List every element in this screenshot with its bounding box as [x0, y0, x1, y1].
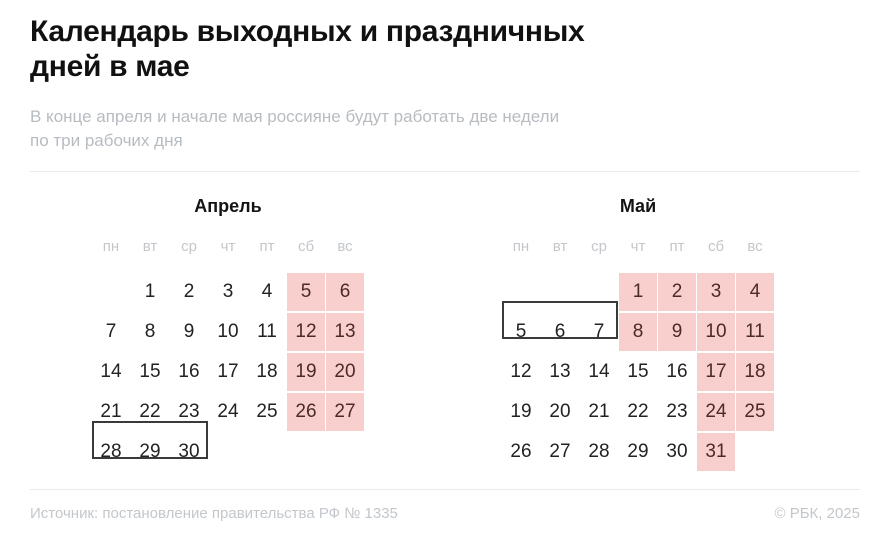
day-cell-апрель-23: 23	[178, 401, 200, 422]
day-cell-апрель-14: 14	[100, 361, 122, 382]
day-cell-апрель-10: 10	[217, 321, 239, 342]
calendar-april: Апрель пнвтсрчтптсбвс.123456789101112131…	[92, 196, 432, 471]
source-note: Источник: постановление правительства РФ…	[30, 505, 398, 522]
day-cell-май-2: 2	[658, 273, 696, 311]
weekday-header-пт: пт	[669, 237, 685, 255]
day-cell-апрель-2: 2	[183, 281, 195, 302]
day-cell-май-31: 31	[697, 433, 735, 471]
weekday-header-вт: вт	[142, 237, 158, 255]
day-cell-апрель-29: 29	[139, 441, 161, 462]
day-cell-май-13: 13	[549, 361, 571, 382]
day-cell-апрель-26: 26	[287, 393, 325, 431]
day-cell-май-12: 12	[510, 361, 532, 382]
calendar-grid-april: пнвтсрчтптсбвс.1234567891011121314151617…	[92, 233, 432, 471]
month-title-april: Апрель	[194, 196, 262, 216]
day-cell-апрель-18: 18	[256, 361, 278, 382]
day-cell-май-7: 7	[593, 321, 605, 342]
day-cell-апрель-3: 3	[222, 281, 234, 302]
day-cell-апрель-6: 6	[326, 273, 364, 311]
weekday-header-вт: вт	[552, 237, 568, 255]
day-cell-май-17: 17	[697, 353, 735, 391]
day-cell-апрель-8: 8	[144, 321, 156, 342]
day-cell-май-15: 15	[627, 361, 649, 382]
day-cell-май-23: 23	[666, 401, 688, 422]
day-cell-апрель-5: 5	[287, 273, 325, 311]
footer: Источник: постановление правительства РФ…	[30, 505, 860, 522]
header-divider	[30, 171, 860, 173]
day-cell-май-3: 3	[697, 273, 735, 311]
weekday-header-ср: ср	[591, 237, 607, 255]
footer-divider	[30, 489, 860, 490]
day-cell-май-26: 26	[510, 441, 532, 462]
day-cell-май-20: 20	[549, 401, 571, 422]
day-cell-апрель-24: 24	[217, 401, 239, 422]
day-cell-апрель-9: 9	[183, 321, 195, 342]
day-cell-апрель-17: 17	[217, 361, 239, 382]
month-title-may: Май	[619, 196, 657, 216]
day-cell-апрель-16: 16	[178, 361, 200, 382]
weekday-header-чт: чт	[630, 237, 646, 255]
weekday-header-ср: ср	[181, 237, 197, 255]
day-cell-апрель-4: 4	[261, 281, 273, 302]
weekday-header-пт: пт	[259, 237, 275, 255]
weekday-header-вс: вс	[747, 237, 763, 255]
page-title: Календарь выходных и праздничных дней в …	[30, 15, 585, 84]
day-cell-апрель-12: 12	[287, 313, 325, 351]
day-cell-май-6: 6	[554, 321, 566, 342]
copyright-note: © РБК, 2025	[774, 505, 860, 522]
day-cell-май-4: 4	[736, 273, 774, 311]
day-cell-апрель-20: 20	[326, 353, 364, 391]
day-cell-май-25: 25	[736, 393, 774, 431]
day-cell-апрель-13: 13	[326, 313, 364, 351]
weekday-header-вс: вс	[337, 237, 353, 255]
page-subtitle: В конце апреля и начале мая россияне буд…	[30, 106, 560, 150]
calendars-container: Апрель пнвтсрчтптсбвс.123456789101112131…	[30, 196, 860, 471]
day-cell-май-16: 16	[666, 361, 688, 382]
day-cell-апрель-25: 25	[256, 401, 278, 422]
weekday-header-сб: сб	[297, 237, 315, 255]
day-cell-апрель-21: 21	[100, 401, 122, 422]
day-cell-май-9: 9	[658, 313, 696, 351]
day-cell-апрель-30: 30	[178, 441, 200, 462]
day-cell-май-22: 22	[627, 401, 649, 422]
day-cell-май-8: 8	[619, 313, 657, 351]
day-cell-апрель-11: 11	[257, 321, 277, 342]
day-cell-май-10: 10	[697, 313, 735, 351]
weekday-header-пн: пн	[102, 237, 120, 255]
weekday-header-пн: пн	[512, 237, 530, 255]
day-cell-май-19: 19	[510, 401, 532, 422]
day-cell-май-21: 21	[588, 401, 610, 422]
day-cell-май-29: 29	[627, 441, 649, 462]
day-cell-май-5: 5	[515, 321, 527, 342]
calendar-may: Май пнвтсрчтптсбвс...1234567891011121314…	[502, 196, 842, 471]
day-cell-апрель-19: 19	[287, 353, 325, 391]
calendar-grid-may: пнвтсрчтптсбвс...12345678910111213141516…	[502, 233, 842, 471]
day-cell-май-27: 27	[549, 441, 571, 462]
day-cell-май-11: 11	[736, 313, 774, 351]
day-cell-май-30: 30	[666, 441, 688, 462]
header: Календарь выходных и праздничных дней в …	[30, 0, 860, 173]
day-cell-май-18: 18	[736, 353, 774, 391]
day-cell-апрель-7: 7	[105, 321, 117, 342]
day-cell-апрель-22: 22	[139, 401, 161, 422]
day-cell-апрель-28: 28	[100, 441, 122, 462]
weekday-header-сб: сб	[707, 237, 725, 255]
day-cell-май-28: 28	[588, 441, 610, 462]
day-cell-май-24: 24	[697, 393, 735, 431]
weekday-header-чт: чт	[220, 237, 236, 255]
day-cell-апрель-15: 15	[139, 361, 161, 382]
day-cell-май-14: 14	[588, 361, 610, 382]
day-cell-апрель-27: 27	[326, 393, 364, 431]
day-cell-апрель-1: 1	[144, 281, 156, 302]
day-cell-май-1: 1	[619, 273, 657, 311]
